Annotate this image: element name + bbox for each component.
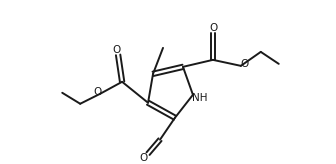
Text: O: O	[93, 87, 101, 97]
Text: O: O	[210, 23, 218, 33]
Text: O: O	[241, 59, 249, 69]
Text: NH: NH	[192, 93, 208, 103]
Text: O: O	[112, 45, 120, 55]
Text: O: O	[139, 153, 147, 163]
